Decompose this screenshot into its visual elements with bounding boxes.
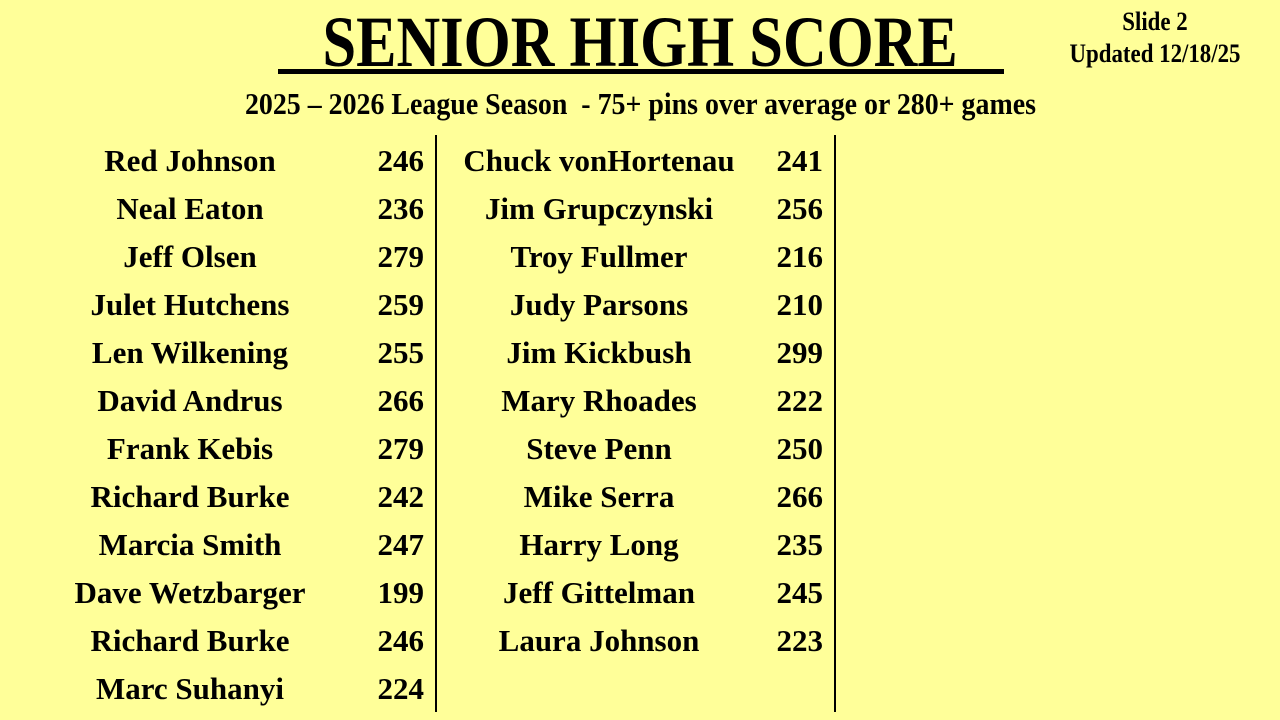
- bowler-score: 236: [377, 191, 425, 226]
- subtitle-text: 2025 – 2026 League Season - 75+ pins ove…: [244, 86, 1036, 121]
- bowler-name: Dave Wetzbarger: [74, 575, 306, 610]
- bowler-name: Laura Johnson: [498, 623, 700, 658]
- bowler-score: 222: [776, 383, 824, 418]
- bowler-score: 259: [377, 287, 425, 322]
- score-row: Marc Suhanyi 224: [0, 665, 436, 713]
- score-row: Jim Grupczynski 256: [437, 185, 837, 233]
- bowler-score: 266: [776, 479, 824, 514]
- bowler-score: 279: [377, 239, 425, 274]
- score-row: Harry Long 235: [437, 521, 837, 569]
- page-title: SENIOR HIGH SCORE: [0, 2, 1280, 82]
- bowler-name: Red Johnson: [104, 143, 276, 178]
- score-row: Mike Serra 266: [437, 473, 837, 521]
- score-row: Len Wilkening 255: [0, 329, 436, 377]
- bowler-score: 255: [377, 335, 425, 370]
- score-row: Frank Kebis 279: [0, 425, 436, 473]
- bowler-name: Frank Kebis: [106, 431, 274, 466]
- score-row: Jim Kickbush 299: [437, 329, 837, 377]
- slide-meta: Slide 2 Updated 12/18/25: [1030, 6, 1280, 70]
- bowler-name: Judy Parsons: [509, 287, 689, 322]
- score-row: Judy Parsons 210: [437, 281, 837, 329]
- bowler-score: 216: [776, 239, 824, 274]
- bowler-name: Richard Burke: [90, 623, 290, 658]
- column-divider: [834, 135, 836, 712]
- bowler-name: Marcia Smith: [98, 527, 282, 562]
- bowler-score: 235: [776, 527, 824, 562]
- bowler-score: 210: [776, 287, 824, 322]
- column-divider: [435, 135, 437, 712]
- bowler-name: Mike Serra: [523, 479, 675, 514]
- bowler-name: Steve Penn: [526, 431, 672, 466]
- score-row: Jeff Gittelman 245: [437, 569, 837, 617]
- score-row: Steve Penn 250: [437, 425, 837, 473]
- title-underline: [278, 69, 1004, 74]
- score-column-2: Chuck vonHortenau 241 Jim Grupczynski 256 Tr…: [437, 137, 837, 665]
- score-row: Red Johnson 246: [0, 137, 436, 185]
- bowler-score: 246: [377, 143, 425, 178]
- updated-date: Updated 12/18/25: [1069, 39, 1241, 68]
- bowler-name: Harry Long: [519, 527, 679, 562]
- score-row: Richard Burke 242: [0, 473, 436, 521]
- score-row: Chuck vonHortenau 241: [437, 137, 837, 185]
- score-row: Mary Rhoades 222: [437, 377, 837, 425]
- bowler-score: 299: [776, 335, 824, 370]
- bowler-score: 224: [377, 671, 425, 706]
- score-row: David Andrus 266: [0, 377, 436, 425]
- bowler-score: 250: [776, 431, 824, 466]
- bowler-score: 246: [377, 623, 425, 658]
- score-row: Jeff Olsen 279: [0, 233, 436, 281]
- bowler-score: 223: [776, 623, 824, 658]
- bowler-score: 279: [377, 431, 425, 466]
- score-row: Julet Hutchens 259: [0, 281, 436, 329]
- score-row: Richard Burke 246: [0, 617, 436, 665]
- score-row: Dave Wetzbarger 199: [0, 569, 436, 617]
- bowler-score: 245: [776, 575, 824, 610]
- title-text: SENIOR HIGH SCORE: [322, 2, 958, 82]
- score-row: Neal Eaton 236: [0, 185, 436, 233]
- bowler-name: Neal Eaton: [116, 191, 264, 226]
- bowler-name: David Andrus: [97, 383, 283, 418]
- bowler-score: 242: [377, 479, 425, 514]
- subtitle: 2025 – 2026 League Season - 75+ pins ove…: [0, 84, 1280, 124]
- bowler-name: Chuck vonHortenau: [463, 143, 735, 178]
- bowler-name: Jeff Gittelman: [503, 575, 695, 610]
- score-column-1: Red Johnson 246 Neal Eaton 236 Jeff Olsen 279…: [0, 137, 436, 713]
- bowler-score: 241: [776, 143, 824, 178]
- score-row: Troy Fullmer 216: [437, 233, 837, 281]
- slide-number: Slide 2: [1122, 7, 1188, 36]
- bowler-name: Mary Rhoades: [501, 383, 697, 418]
- bowler-score: 266: [377, 383, 425, 418]
- bowler-score: 247: [377, 527, 425, 562]
- bowler-name: Jim Kickbush: [506, 335, 692, 370]
- bowler-score: 256: [776, 191, 824, 226]
- bowler-name: Troy Fullmer: [510, 239, 688, 274]
- bowler-name: Jeff Olsen: [123, 239, 257, 274]
- bowler-name: Julet Hutchens: [90, 287, 290, 322]
- bowler-name: Len Wilkening: [91, 335, 289, 370]
- score-row: Marcia Smith 247: [0, 521, 436, 569]
- bowler-name: Marc Suhanyi: [95, 671, 285, 706]
- bowler-score: 199: [377, 575, 425, 610]
- bowler-name: Jim Grupczynski: [484, 191, 714, 226]
- bowler-name: Richard Burke: [90, 479, 290, 514]
- score-row: Laura Johnson 223: [437, 617, 837, 665]
